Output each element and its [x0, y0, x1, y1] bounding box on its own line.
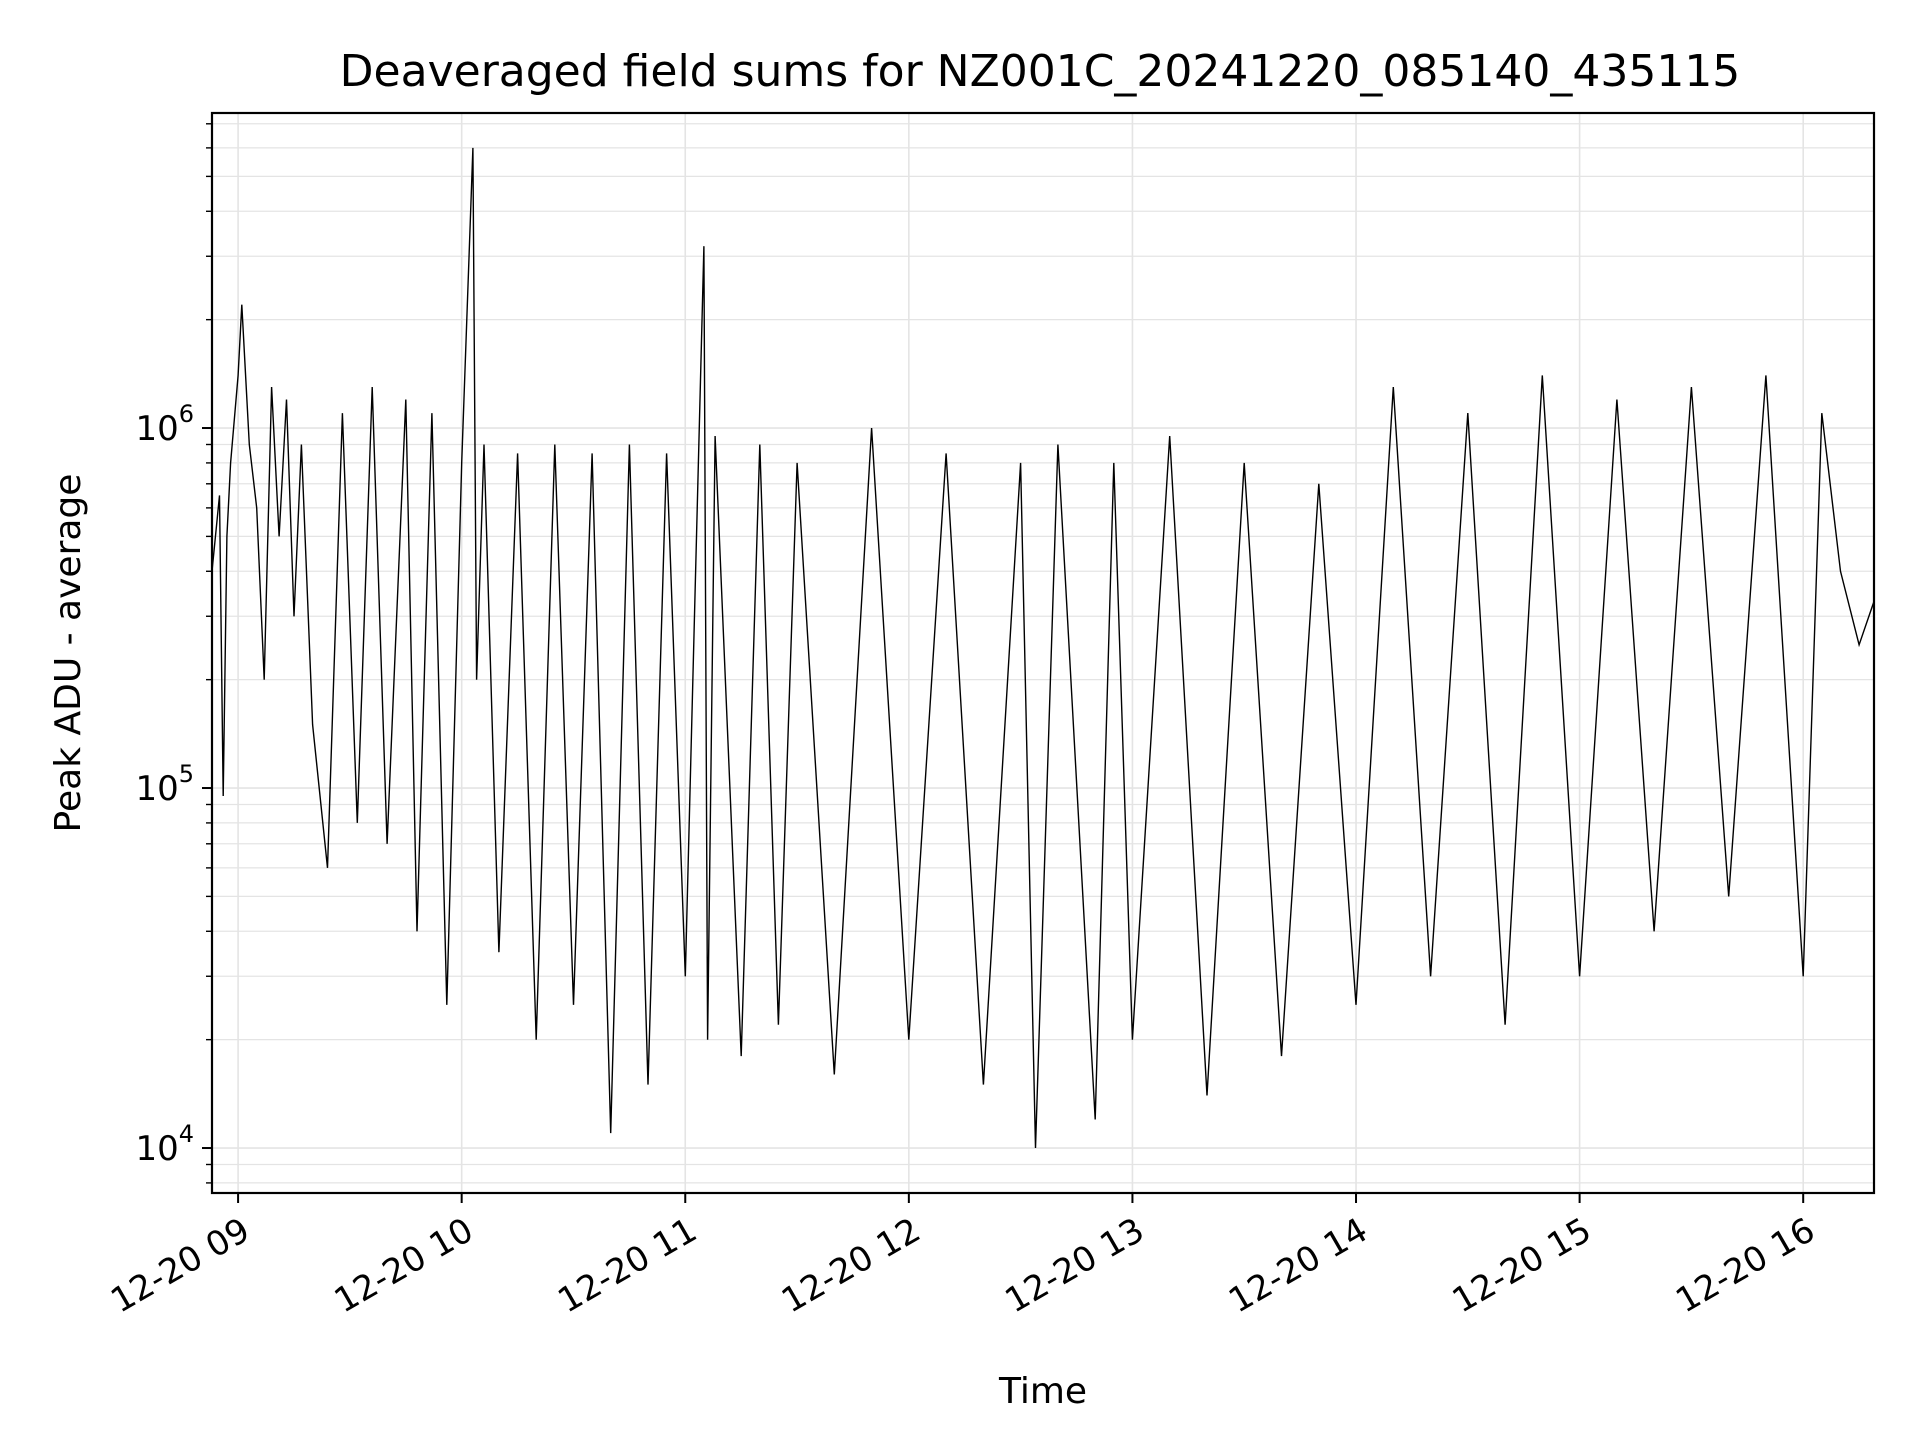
- series-layer: [211, 147, 1875, 1149]
- y-tick-label: 106: [135, 400, 194, 449]
- y-tick-base: 10: [135, 1129, 178, 1169]
- chart-title: Deaveraged field sums for NZ001C_2024122…: [340, 46, 1741, 97]
- series-line: [211, 147, 1875, 1149]
- y-axis-label: Peak ADU - average: [48, 474, 89, 833]
- plot-frame: [210, 111, 1876, 1195]
- y-tick-exponent: 6: [179, 400, 194, 428]
- grid-lines: [212, 113, 1874, 1193]
- y-tick-exponent: 4: [179, 1120, 194, 1148]
- plot-area: [212, 113, 1874, 1193]
- y-tick-exponent: 5: [179, 760, 194, 788]
- y-tick-label: 105: [135, 760, 194, 809]
- y-tick-base: 10: [135, 409, 178, 449]
- x-axis-label: Time: [998, 1371, 1087, 1412]
- y-tick-label: 104: [135, 1120, 194, 1169]
- y-tick-base: 10: [135, 769, 178, 809]
